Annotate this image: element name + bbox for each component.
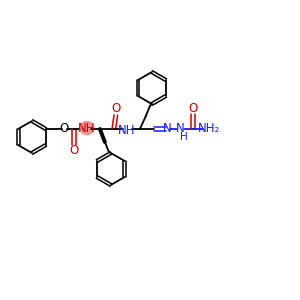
Text: NH: NH [78, 122, 96, 134]
Text: O: O [111, 103, 121, 116]
Ellipse shape [80, 122, 94, 134]
Text: O: O [188, 101, 197, 115]
Text: O: O [69, 145, 79, 158]
Text: N: N [163, 122, 171, 134]
Text: NH₂: NH₂ [198, 122, 220, 136]
Text: N: N [176, 122, 184, 136]
Text: H: H [180, 132, 188, 142]
Text: NH: NH [118, 124, 136, 137]
Text: O: O [59, 122, 68, 136]
